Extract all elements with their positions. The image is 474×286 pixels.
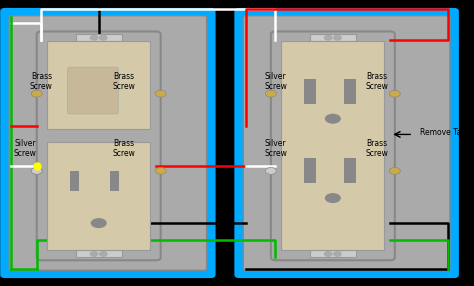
Circle shape (155, 168, 166, 174)
Circle shape (91, 252, 98, 256)
Circle shape (31, 168, 42, 174)
Bar (76, 34, 122, 41)
Circle shape (334, 252, 341, 256)
Text: Brass
Screw: Brass Screw (112, 139, 136, 158)
Text: Brass
Screw: Brass Screw (365, 72, 388, 91)
Circle shape (100, 252, 107, 256)
Bar (281, 41, 384, 250)
Circle shape (265, 90, 276, 97)
Circle shape (31, 168, 42, 174)
Bar (110, 171, 119, 190)
Bar (310, 34, 356, 41)
Text: Silver
Screw: Silver Screw (264, 72, 287, 91)
Circle shape (91, 35, 98, 40)
Circle shape (389, 90, 401, 97)
Circle shape (325, 252, 332, 256)
FancyBboxPatch shape (243, 16, 450, 270)
Bar (304, 79, 316, 104)
FancyBboxPatch shape (271, 31, 395, 260)
Circle shape (334, 35, 341, 40)
Bar (47, 142, 150, 250)
Text: Silver
Screw: Silver Screw (264, 139, 287, 158)
Text: Silver
Screw: Silver Screw (14, 139, 36, 158)
Text: Remove Tab: Remove Tab (420, 128, 466, 138)
Bar (344, 79, 356, 104)
Bar (70, 171, 79, 190)
Bar (344, 158, 356, 183)
Bar (310, 250, 356, 257)
Circle shape (325, 35, 332, 40)
FancyBboxPatch shape (9, 16, 207, 270)
Circle shape (91, 218, 107, 228)
Circle shape (155, 90, 166, 97)
Text: Brass
Screw: Brass Screw (112, 72, 136, 91)
FancyBboxPatch shape (2, 10, 213, 276)
Circle shape (325, 114, 341, 124)
Bar (304, 158, 316, 183)
Circle shape (325, 193, 341, 203)
FancyBboxPatch shape (36, 31, 161, 260)
Circle shape (389, 168, 401, 174)
Circle shape (265, 168, 276, 174)
FancyBboxPatch shape (68, 67, 118, 114)
Bar (47, 41, 150, 129)
Bar (76, 250, 122, 257)
FancyBboxPatch shape (237, 10, 457, 276)
Circle shape (100, 35, 107, 40)
Circle shape (31, 90, 42, 97)
Text: Brass
Screw: Brass Screw (30, 72, 53, 91)
Text: Brass
Screw: Brass Screw (365, 139, 388, 158)
